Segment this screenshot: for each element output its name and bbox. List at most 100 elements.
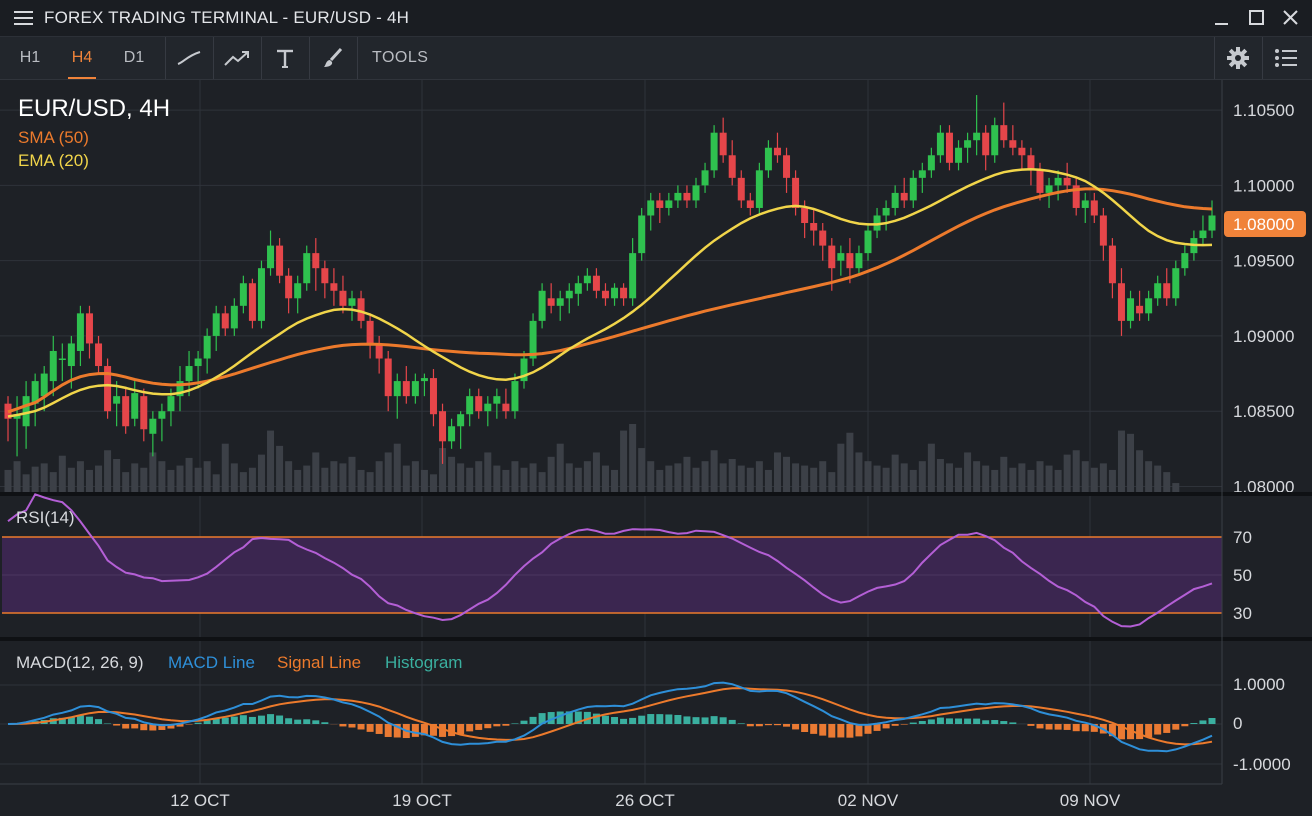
candle-body: [448, 426, 456, 442]
volume-bar: [1027, 469, 1035, 494]
candlestick: [475, 388, 483, 419]
candlestick: [357, 290, 365, 329]
histogram-bar: [457, 724, 465, 735]
date-axis: 12 OCT 19 OCT 26 OCT 02 NOV 09 NOV: [170, 791, 1121, 810]
volume-bar: [493, 465, 501, 494]
text-tool-icon[interactable]: [263, 37, 307, 79]
candlestick: [248, 278, 256, 329]
maximize-icon[interactable]: [1243, 6, 1269, 30]
timeframe-d1[interactable]: D1: [123, 49, 145, 66]
candlestick: [221, 305, 229, 336]
macd-tick-1: 1.0000: [1233, 675, 1285, 694]
histogram-bar: [393, 724, 401, 738]
candlestick: [837, 245, 845, 276]
histogram-bar: [520, 720, 528, 724]
candle-body: [158, 411, 166, 419]
candlestick: [1199, 215, 1207, 246]
candlestick: [746, 192, 754, 216]
histogram-bar: [601, 715, 609, 724]
volume-bar: [1054, 469, 1062, 494]
candle-body: [203, 335, 211, 359]
candle-body: [429, 378, 437, 415]
candlestick: [1117, 268, 1125, 336]
candle-body: [538, 290, 546, 321]
volume-bar: [629, 424, 637, 494]
macd-histogram: [13, 711, 1216, 740]
candlestick: [58, 343, 66, 382]
candlestick: [131, 381, 139, 427]
candle-body: [674, 192, 682, 201]
candlestick: [294, 275, 302, 314]
candlestick: [429, 369, 437, 427]
close-icon[interactable]: [1277, 6, 1303, 30]
histogram-bar: [846, 724, 854, 738]
candle-body: [40, 373, 48, 397]
candlestick: [1181, 245, 1189, 276]
list-icon[interactable]: [1264, 37, 1308, 79]
candlestick: [764, 140, 772, 178]
candle-body: [846, 253, 854, 269]
toolbar-divider: [213, 37, 214, 79]
candlestick: [95, 335, 103, 374]
histogram-bar: [1054, 724, 1062, 730]
candle-body: [1181, 253, 1189, 269]
line-tool-icon[interactable]: [167, 37, 211, 79]
candle-body: [900, 192, 908, 201]
timeframe-h4[interactable]: H4: [62, 37, 102, 79]
histogram-bar: [167, 724, 175, 729]
histogram-bar: [583, 711, 591, 724]
title-bar: FOREX TRADING TERMINAL - EUR/USD - 4H: [0, 0, 1312, 37]
candle-body: [1117, 283, 1125, 321]
candle-body: [1036, 170, 1044, 193]
volume-bar: [511, 461, 519, 494]
histogram-bar: [955, 718, 963, 724]
candle-body: [837, 253, 845, 261]
trend-tool-icon[interactable]: [215, 37, 259, 79]
candlestick: [846, 238, 854, 284]
rsi-line: [7, 493, 1213, 628]
candle-body: [918, 170, 926, 178]
minimize-icon[interactable]: [1209, 6, 1235, 30]
candlestick: [991, 117, 999, 163]
volume-bar: [828, 472, 836, 494]
volume-bar: [113, 459, 121, 494]
histogram-bar: [321, 722, 329, 724]
candlestick: [629, 238, 637, 306]
candle-body: [239, 283, 247, 306]
candlestick: [1018, 140, 1026, 171]
volume-bar: [538, 472, 546, 494]
volume-bar: [1000, 456, 1008, 494]
candle-body: [592, 275, 600, 291]
volume-bar: [221, 443, 229, 494]
volume-bar: [257, 454, 265, 494]
candle-body: [764, 147, 772, 171]
chart-area[interactable]: EUR/USD, 4H SMA (50) EMA (20) 1.105001.1…: [0, 80, 1312, 816]
candlestick: [257, 260, 265, 329]
candlestick: [149, 411, 157, 457]
histogram-bar: [683, 716, 691, 724]
candle-body: [104, 366, 112, 412]
candlestick: [529, 313, 537, 367]
candlestick: [737, 170, 745, 208]
hamburger-menu-icon[interactable]: [14, 9, 33, 27]
volume-bar: [556, 443, 564, 494]
histogram-bar: [375, 724, 383, 734]
histogram-bar: [1090, 724, 1098, 732]
brush-tool-icon[interactable]: [311, 37, 355, 79]
gear-icon[interactable]: [1216, 37, 1260, 79]
histogram-bar: [936, 717, 944, 724]
candlestick: [212, 305, 220, 351]
candlestick: [203, 328, 211, 374]
candlestick: [85, 305, 93, 359]
timeframe-h1[interactable]: H1: [19, 49, 41, 66]
candle-body: [1108, 245, 1116, 284]
candlestick: [239, 275, 247, 314]
histogram-bar: [58, 717, 66, 724]
histogram-bar: [918, 721, 926, 724]
candle-body: [475, 396, 483, 412]
tools-menu[interactable]: TOOLS: [372, 49, 429, 66]
histogram-bar: [303, 719, 311, 724]
sma-legend: SMA (50): [18, 128, 89, 147]
toolbar-divider: [261, 37, 262, 79]
candlestick: [185, 350, 193, 397]
